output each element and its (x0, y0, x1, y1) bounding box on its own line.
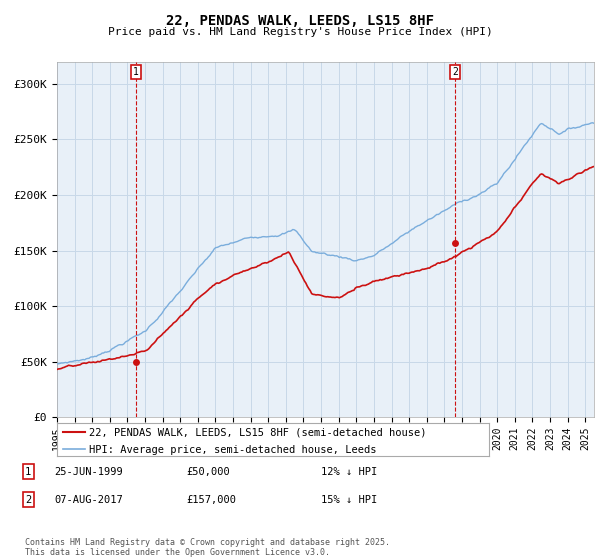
Text: 22, PENDAS WALK, LEEDS, LS15 8HF: 22, PENDAS WALK, LEEDS, LS15 8HF (166, 14, 434, 28)
Text: 2: 2 (25, 494, 31, 505)
Text: 12% ↓ HPI: 12% ↓ HPI (321, 466, 377, 477)
Text: £50,000: £50,000 (186, 466, 230, 477)
Text: 2: 2 (452, 67, 458, 77)
Text: HPI: Average price, semi-detached house, Leeds: HPI: Average price, semi-detached house,… (89, 445, 377, 455)
Text: 07-AUG-2017: 07-AUG-2017 (54, 494, 123, 505)
Text: £157,000: £157,000 (186, 494, 236, 505)
Text: 25-JUN-1999: 25-JUN-1999 (54, 466, 123, 477)
Text: 1: 1 (133, 67, 139, 77)
Text: 1: 1 (25, 466, 31, 477)
Text: 15% ↓ HPI: 15% ↓ HPI (321, 494, 377, 505)
Text: Price paid vs. HM Land Registry's House Price Index (HPI): Price paid vs. HM Land Registry's House … (107, 27, 493, 37)
Text: Contains HM Land Registry data © Crown copyright and database right 2025.
This d: Contains HM Land Registry data © Crown c… (25, 538, 390, 557)
Text: 22, PENDAS WALK, LEEDS, LS15 8HF (semi-detached house): 22, PENDAS WALK, LEEDS, LS15 8HF (semi-d… (89, 428, 427, 438)
